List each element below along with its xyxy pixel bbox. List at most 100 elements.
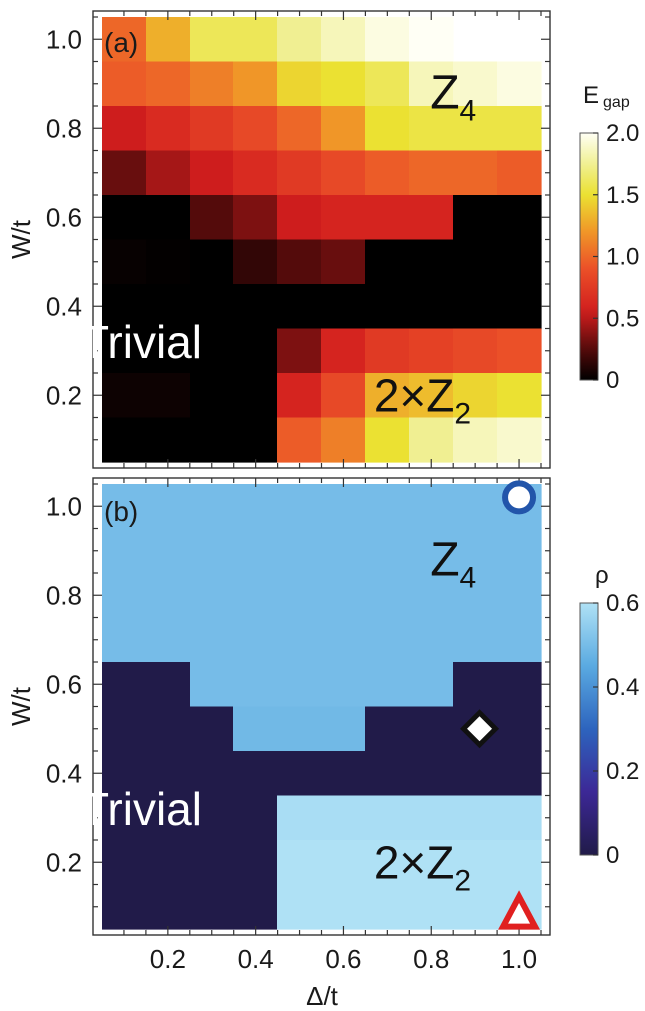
colorbar-title-subscript: gap	[603, 94, 630, 111]
heatmap-cell	[277, 573, 322, 619]
y-tick-label: 0.2	[46, 380, 82, 410]
heatmap-cell	[321, 840, 366, 886]
heatmap-cell	[321, 328, 366, 374]
heatmap-cell	[321, 617, 366, 663]
heatmap-cell	[277, 840, 322, 886]
phase-label-subscript: 4	[460, 562, 477, 595]
heatmap-cell	[365, 795, 410, 841]
heatmap-cell	[497, 195, 542, 241]
heatmap-cell	[233, 417, 278, 463]
heatmap-cell	[321, 106, 366, 152]
heatmap-cell	[409, 17, 454, 63]
x-tick-label: 0.8	[413, 944, 449, 974]
heatmap-cell	[453, 484, 498, 530]
heatmap-cell	[453, 795, 498, 841]
panel-label: (a)	[104, 27, 138, 58]
heatmap-cell	[146, 106, 191, 152]
y-tick-label: 0.6	[46, 669, 82, 699]
heatmap-cell	[277, 662, 322, 708]
heatmap-cell	[190, 417, 234, 463]
x-tick-label: 0.6	[325, 944, 361, 974]
heatmap-cell	[190, 840, 234, 886]
heatmap-cell	[497, 751, 542, 797]
heatmap-cell	[190, 662, 234, 708]
heatmap-cell	[409, 617, 454, 663]
heatmap-cell	[497, 795, 542, 841]
heatmap-cell	[233, 195, 278, 241]
heatmap-cell	[453, 284, 498, 330]
heatmap-cell	[453, 662, 498, 708]
heatmap-cell	[365, 884, 410, 930]
y-axis-title: W/t	[6, 219, 36, 259]
heatmap-cell	[102, 617, 147, 663]
heatmap-cell	[146, 195, 191, 241]
heatmap-cell	[453, 106, 498, 152]
heatmap-cell	[453, 417, 498, 463]
heatmap-cell	[321, 706, 366, 752]
heatmap-cell	[277, 106, 322, 152]
heatmap-cell	[277, 617, 322, 663]
heatmap-cell	[190, 328, 234, 374]
heatmap-cell	[409, 373, 454, 419]
heatmap-cell	[233, 61, 278, 107]
heatmap-cell	[321, 528, 366, 574]
heatmap-cell	[190, 484, 234, 530]
heatmap-cell	[146, 528, 191, 574]
heatmap-cell	[146, 17, 191, 63]
heatmap-cell	[365, 573, 410, 619]
heatmap-cell	[321, 662, 366, 708]
heatmap-cell	[497, 573, 542, 619]
heatmap-cell	[146, 484, 191, 530]
heatmap-cell	[102, 373, 147, 419]
heatmap-cell	[497, 373, 542, 419]
heatmap-cell	[102, 150, 147, 196]
heatmap-cell	[409, 328, 454, 374]
heatmap-cell	[146, 239, 191, 285]
heatmap-cell	[453, 617, 498, 663]
heatmap-cell	[233, 328, 278, 374]
heatmap-cell	[277, 706, 322, 752]
heatmap-cell	[190, 106, 234, 152]
heatmap-cell	[409, 528, 454, 574]
heatmap-cell	[146, 284, 191, 330]
heatmap-cell	[190, 61, 234, 107]
heatmap-cell	[146, 573, 191, 619]
heatmap-cell	[409, 106, 454, 152]
colorbar-tick-label: 0	[606, 367, 619, 394]
heatmap-cell	[365, 284, 410, 330]
heatmap-cell	[409, 884, 454, 930]
heatmap-cell	[321, 417, 366, 463]
heatmap-cell	[409, 150, 454, 196]
heatmap-cell	[146, 373, 191, 419]
heatmap-cell	[365, 106, 410, 152]
heatmap-cell	[146, 328, 191, 374]
heatmap-cell	[365, 17, 410, 63]
y-tick-label: 0.8	[46, 113, 82, 143]
heatmap-cell	[365, 61, 410, 107]
heatmap-cell	[102, 284, 147, 330]
heatmap-cell	[409, 484, 454, 530]
heatmap-cell	[146, 706, 191, 752]
heatmap-cell	[102, 528, 147, 574]
heatmap-cell	[233, 840, 278, 886]
heatmap-cell	[409, 239, 454, 285]
heatmap-cell	[190, 239, 234, 285]
heatmap-cell	[365, 373, 410, 419]
phase-label-subscript: 4	[460, 95, 477, 128]
heatmap-cell	[233, 795, 278, 841]
heatmap-cell	[365, 239, 410, 285]
heatmap-cell	[453, 150, 498, 196]
heatmap-cell	[102, 239, 147, 285]
y-tick-label: 0.4	[46, 758, 82, 788]
heatmap-cell	[190, 751, 234, 797]
heatmap-cell	[277, 150, 322, 196]
heatmap-cell	[497, 417, 542, 463]
heatmap-cell	[102, 706, 147, 752]
heatmap-cell	[365, 662, 410, 708]
heatmap-cell	[233, 662, 278, 708]
heatmap-cell	[409, 840, 454, 886]
heatmap-cell	[233, 239, 278, 285]
heatmap-cell	[102, 573, 147, 619]
colorbar-tick-label: 0	[606, 842, 619, 869]
heatmap-cell	[102, 328, 147, 374]
